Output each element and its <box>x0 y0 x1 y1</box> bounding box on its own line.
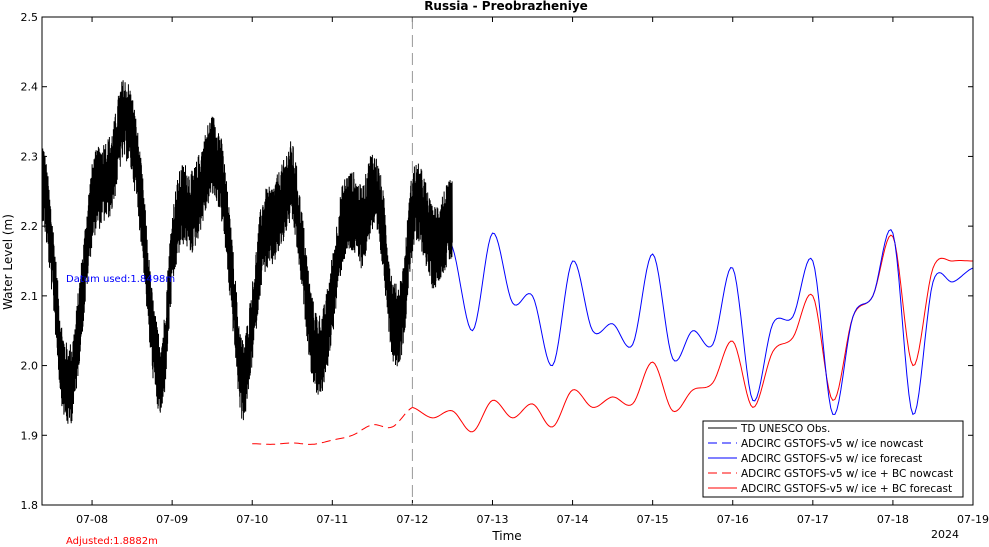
x-tick-label: 07-10 <box>236 513 268 526</box>
series-line-4 <box>412 234 973 433</box>
series-line-2 <box>412 211 974 416</box>
x-tick-label: 07-17 <box>797 513 829 526</box>
y-tick-label: 2.4 <box>21 81 39 94</box>
x-tick-label: 07-13 <box>476 513 508 526</box>
y-tick-label: 2.1 <box>21 290 39 303</box>
x-tick-label: 07-18 <box>877 513 909 526</box>
y-tick-label: 1.9 <box>21 429 39 442</box>
x-tick-label: 07-09 <box>156 513 188 526</box>
legend-entry: ADCIRC GSTOFS-v5 w/ ice + BC forecast <box>741 483 952 495</box>
legend-entry: TD UNESCO Obs. <box>740 423 830 435</box>
adjusted-annotation: Adjusted:1.8882m <box>66 536 158 547</box>
x-tick-label: 07-14 <box>557 513 589 526</box>
y-axis-label: Water Level (m) <box>1 214 15 310</box>
datum-annotation: Datum used:1.8498m <box>66 274 175 285</box>
x-tick-label: 07-19 <box>957 513 989 526</box>
chart-title: Russia - Preobrazheniye <box>424 0 588 13</box>
x-tick-label: 07-11 <box>316 513 348 526</box>
legend-entry: ADCIRC GSTOFS-v5 w/ ice forecast <box>741 453 922 465</box>
x-tick-label: 07-16 <box>717 513 749 526</box>
x-tick-label: 07-12 <box>396 513 428 526</box>
y-tick-label: 2.5 <box>21 11 39 24</box>
x-tick-label: 07-08 <box>76 513 108 526</box>
legend-entry: ADCIRC GSTOFS-v5 w/ ice nowcast <box>741 438 923 450</box>
y-tick-label: 2.2 <box>21 220 39 233</box>
legend: TD UNESCO Obs. ADCIRC GSTOFS-v5 w/ ice no… <box>702 420 964 498</box>
legend-entry: ADCIRC GSTOFS-v5 w/ ice + BC nowcast <box>741 468 953 480</box>
y-tick-label: 1.8 <box>21 499 39 512</box>
x-axis-label: Time <box>491 529 521 543</box>
x-tick-label: 07-15 <box>637 513 669 526</box>
axes-frame <box>41 16 974 506</box>
y-tick-label: 2.0 <box>21 360 39 373</box>
legend-box <box>702 420 964 498</box>
y-tick-label: 2.3 <box>21 150 39 163</box>
year-label: 2024 <box>931 528 959 541</box>
series-line-0 <box>41 80 453 424</box>
